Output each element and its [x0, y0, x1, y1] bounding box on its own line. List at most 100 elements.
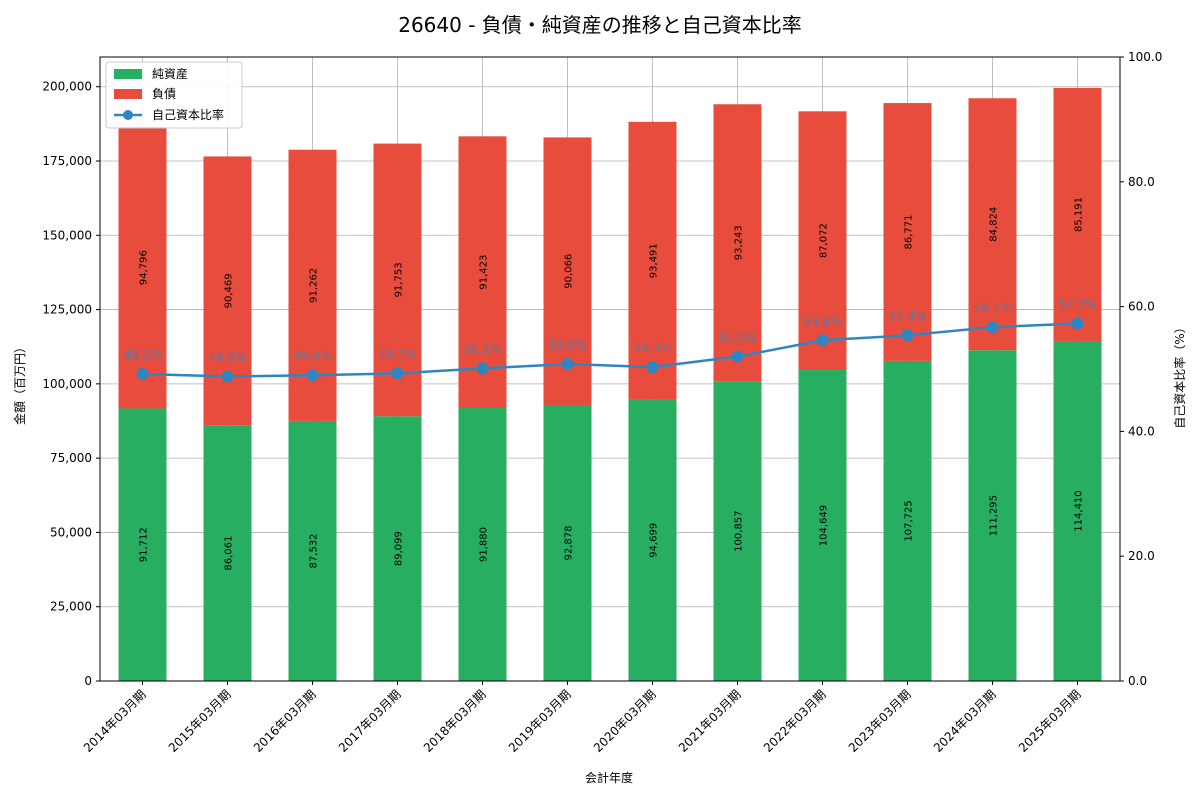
bar-label-liabilities: 93,491 [649, 243, 660, 278]
bar-labels: 91,712 94,796 86,061 90,469 87,532 91,262 89,0… [139, 197, 1085, 571]
bar-net-assets [883, 360, 932, 681]
bar-liabilities [118, 126, 167, 409]
ratio-label: 56.7% [973, 301, 1011, 315]
bar-net-assets [288, 420, 337, 681]
ratio-point [731, 350, 744, 363]
ratio-label: 54.6% [803, 314, 841, 328]
bar-liabilities [1053, 87, 1102, 342]
legend-label-liabilities: 負債 [152, 86, 176, 101]
bar-label-net-assets: 111,295 [989, 495, 1000, 536]
bar-label-net-assets: 91,712 [139, 527, 150, 562]
bar-label-liabilities: 84,824 [989, 207, 1000, 242]
bar-label-liabilities: 93,243 [734, 225, 745, 260]
x-tick-label: 2020年03月期 [591, 687, 659, 755]
bar-label-net-assets: 91,880 [479, 527, 490, 562]
bar-net-assets [458, 407, 507, 681]
y-axis-label: 金額（百万円） [12, 341, 27, 425]
ratio-point [391, 367, 404, 380]
y-tick-label: 50,000 [50, 525, 92, 539]
bar-net-assets [543, 405, 592, 681]
ratio-point [136, 367, 149, 380]
bar-label-net-assets: 86,061 [224, 536, 235, 571]
ratio-label: 49.2% [123, 348, 161, 362]
x-axis-label: 会計年度 [585, 770, 633, 785]
bar-label-liabilities: 91,753 [394, 262, 405, 297]
ratio-point [901, 329, 914, 342]
x-tick-label: 2024年03月期 [931, 687, 999, 755]
ratio-label: 55.4% [888, 309, 926, 323]
y-tick-label: 0 [84, 674, 92, 688]
ratio-point [476, 362, 489, 375]
legend-swatch-ratio-marker [123, 110, 133, 120]
y-tick-label: 150,000 [42, 228, 92, 242]
bar-label-liabilities: 85,191 [1074, 197, 1085, 232]
ratio-point [306, 369, 319, 382]
ratio-label: 57.3% [1058, 297, 1096, 311]
x-tick-label: 2018年03月期 [421, 687, 489, 755]
ratio-label: 49.3% [378, 347, 416, 361]
bars [118, 87, 1102, 681]
bar-liabilities [713, 104, 762, 382]
y2-tick-label: 60.0 [1128, 300, 1155, 314]
ratio-point [986, 321, 999, 334]
ratio-point [221, 370, 234, 383]
bar-label-liabilities: 91,423 [479, 255, 490, 290]
ratio-label: 50.1% [463, 342, 501, 356]
bar-net-assets [203, 425, 252, 681]
plot-frame [99, 56, 1121, 682]
x-tick-label: 2023年03月期 [846, 687, 914, 755]
x-tick-label: 2016年03月期 [251, 687, 319, 755]
bar-label-net-assets: 114,410 [1074, 490, 1085, 531]
bar-label-net-assets: 87,532 [309, 533, 320, 568]
y-tick-label: 100,000 [42, 377, 92, 391]
y2-tick-label: 80.0 [1128, 175, 1155, 189]
bar-label-net-assets: 107,725 [904, 500, 915, 541]
ratio-point [561, 358, 574, 371]
legend-label-net-assets: 純資産 [152, 66, 188, 81]
bar-net-assets [713, 381, 762, 681]
ratio-label: 48.8% [208, 350, 246, 364]
bar-liabilities [628, 121, 677, 400]
bar-net-assets [373, 416, 422, 681]
y-tick-label: 25,000 [50, 600, 92, 614]
bar-net-assets [1053, 341, 1102, 681]
chart-title: 26640 - 負債・純資産の推移と自己資本比率 [398, 13, 802, 37]
y-tick-label: 75,000 [50, 451, 92, 465]
bar-label-liabilities: 90,066 [564, 254, 575, 289]
bar-label-liabilities: 86,771 [904, 214, 915, 249]
x-tick-label: 2025年03月期 [1016, 687, 1084, 755]
x-tick-label: 2022年03月期 [761, 687, 829, 755]
ratio-point [816, 334, 829, 347]
y2-tick-label: 0.0 [1128, 674, 1147, 688]
y2-axis-label: 自己資本比率（%） [1172, 321, 1187, 428]
y-tick-label: 175,000 [42, 154, 92, 168]
y2-tick-label: 40.0 [1128, 424, 1155, 438]
bar-label-net-assets: 104,649 [819, 505, 830, 546]
y2-tick-label: 100.0 [1128, 50, 1162, 64]
bar-liabilities [798, 111, 847, 371]
ratio-point [1071, 317, 1084, 330]
x-tick-label: 2017年03月期 [336, 687, 404, 755]
bar-net-assets [968, 350, 1017, 681]
bar-net-assets [118, 408, 167, 681]
ratio-label: 50.3% [633, 341, 671, 355]
ratio-line-group: 49.2% 48.8% 49.0% 49.3% 50.1% 50.8% 50.3% 52.0%… [123, 297, 1097, 383]
bar-label-liabilities: 91,262 [309, 268, 320, 303]
legend-swatch-net-assets [114, 69, 142, 79]
bar-net-assets [628, 399, 677, 681]
legend-label-ratio: 自己資本比率 [152, 107, 224, 122]
bar-label-liabilities: 94,796 [139, 250, 150, 285]
bar-label-liabilities: 87,072 [819, 223, 830, 258]
legend-swatch-liabilities [114, 89, 142, 99]
x-tick-label: 2014年03月期 [81, 687, 149, 755]
y2-tick-label: 20.0 [1128, 549, 1155, 563]
y-tick-label: 200,000 [42, 80, 92, 94]
bar-label-net-assets: 92,878 [564, 526, 575, 561]
x-tick-label: 2015年03月期 [166, 687, 234, 755]
ratio-label: 52.0% [718, 331, 756, 345]
bar-liabilities [883, 103, 932, 361]
bar-label-net-assets: 100,857 [734, 510, 745, 551]
x-tick-label: 2021年03月期 [676, 687, 744, 755]
bar-label-liabilities: 90,469 [224, 273, 235, 308]
